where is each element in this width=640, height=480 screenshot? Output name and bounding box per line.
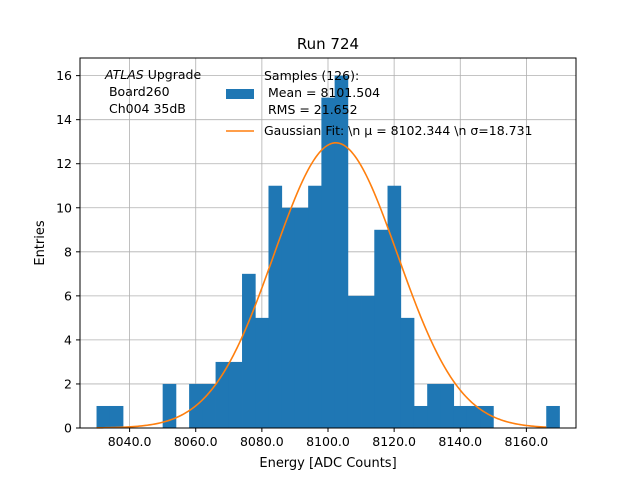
histogram-bar-26 bbox=[546, 405, 560, 428]
legend-samples-line-1: Samples (126): bbox=[264, 68, 359, 83]
x-tick-label-6: 8160.0 bbox=[505, 434, 549, 449]
y-axis-ticks: 0 2 4 6 8 10 12 14 16 bbox=[56, 68, 80, 436]
histogram-bar-16 bbox=[361, 295, 375, 428]
histogram-bar-7 bbox=[242, 273, 256, 428]
x-tick-label-2: 8080.0 bbox=[240, 434, 284, 449]
histogram-bar-25 bbox=[480, 405, 494, 428]
x-axis-label: Energy [ADC Counts] bbox=[259, 456, 396, 471]
y-tick-label-5: 10 bbox=[56, 200, 72, 215]
x-tick-label-1: 8060.0 bbox=[174, 434, 218, 449]
x-tick-label-4: 8120.0 bbox=[372, 434, 416, 449]
annotation-line-1: ATLAS Upgrade bbox=[104, 67, 201, 82]
histogram-bar-9 bbox=[268, 185, 283, 428]
legend-samples-swatch bbox=[226, 89, 254, 99]
y-axis-label: Entries bbox=[33, 220, 48, 266]
y-tick-label-1: 2 bbox=[64, 376, 72, 391]
y-tick-label-3: 6 bbox=[64, 288, 72, 303]
histogram-bar-0 bbox=[96, 405, 111, 428]
histogram-bar-22 bbox=[440, 383, 455, 428]
x-tick-label-3: 8100.0 bbox=[306, 434, 350, 449]
y-tick-label-6: 12 bbox=[56, 156, 72, 171]
histogram-bar-1 bbox=[109, 405, 124, 428]
histogram-bar-4 bbox=[202, 383, 216, 428]
histogram-bar-21 bbox=[427, 383, 441, 428]
histogram-bar-20 bbox=[413, 405, 428, 428]
histogram-bars bbox=[96, 75, 560, 429]
legend-samples-line-2: Mean = 8101.504 bbox=[264, 85, 380, 100]
histogram-bar-15 bbox=[347, 295, 362, 428]
atlas-annotation: ATLAS Upgrade Board260 Ch004 35dB bbox=[104, 67, 201, 116]
gaussian-fit-curve bbox=[96, 142, 547, 429]
annotation-italic-word: ATLAS bbox=[104, 67, 144, 82]
histogram-bar-6 bbox=[228, 361, 243, 428]
annotation-line-2: Board260 bbox=[105, 84, 170, 99]
histogram-bar-24 bbox=[466, 405, 481, 428]
histogram-bar-17 bbox=[374, 229, 388, 428]
histogram-bar-12 bbox=[308, 185, 322, 428]
legend: Samples (126): Mean = 8101.504 RMS = 21.… bbox=[226, 68, 533, 138]
y-tick-label-4: 8 bbox=[64, 244, 72, 259]
y-tick-label-0: 0 bbox=[64, 421, 72, 436]
histogram-bar-23 bbox=[453, 405, 468, 428]
histogram-bar-18 bbox=[387, 185, 402, 428]
legend-fit-label: Gaussian Fit: \n μ = 8102.344 \n σ=18.73… bbox=[264, 123, 533, 138]
x-tick-label-5: 8140.0 bbox=[438, 434, 482, 449]
y-tick-label-2: 4 bbox=[64, 332, 72, 347]
x-tick-label-0: 8040.0 bbox=[108, 434, 152, 449]
histogram-bar-11 bbox=[294, 207, 309, 428]
annotation-line-3: Ch004 35dB bbox=[105, 101, 186, 116]
chart-title: Run 724 bbox=[297, 35, 359, 53]
y-tick-label-8: 16 bbox=[56, 68, 72, 83]
histogram-bar-13 bbox=[321, 97, 336, 429]
legend-samples-line-3: RMS = 21.652 bbox=[264, 102, 358, 117]
histogram-bar-5 bbox=[215, 361, 230, 428]
histogram-bar-8 bbox=[255, 317, 269, 428]
histogram-bar-14 bbox=[334, 75, 349, 428]
annotation-first-line-rest: Upgrade bbox=[144, 67, 202, 82]
x-axis-ticks: 8040.0 8060.0 8080.0 8100.0 8120.0 8140.0 8160… bbox=[108, 428, 549, 449]
histogram-bar-10 bbox=[281, 207, 296, 428]
y-tick-label-7: 14 bbox=[56, 112, 72, 127]
histogram-bar-19 bbox=[400, 317, 415, 428]
histogram-bar-2 bbox=[162, 383, 177, 428]
